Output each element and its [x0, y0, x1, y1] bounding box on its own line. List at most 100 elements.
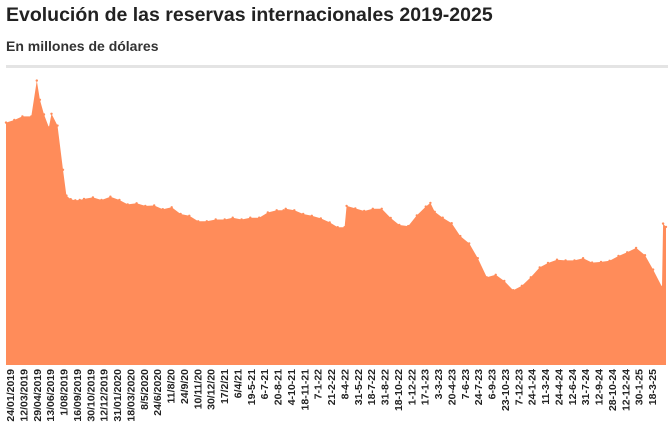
x-tick-label: 11/8/20	[166, 369, 178, 404]
data-point	[468, 242, 471, 245]
x-tick-label: 1-12-22	[406, 369, 418, 405]
x-tick-label: 29/04/2019	[32, 369, 44, 422]
data-point	[78, 198, 81, 202]
data-point	[100, 198, 103, 202]
data-point	[50, 112, 53, 115]
data-point	[573, 259, 576, 262]
data-point	[450, 222, 453, 225]
data-point	[275, 209, 278, 212]
data-point	[47, 126, 51, 129]
data-point	[429, 201, 432, 205]
x-tick-label: 7-6-23	[460, 369, 472, 400]
data-point	[512, 289, 515, 292]
data-point	[398, 223, 401, 227]
x-tick-label: 11-3-24	[540, 369, 552, 405]
chart-title: Evolución de las reservas internacionale…	[6, 4, 493, 26]
x-tick-label: 18/03/2020	[125, 369, 137, 422]
data-point	[118, 198, 121, 202]
data-point	[433, 210, 436, 213]
x-tick-label: 6-9-23	[487, 369, 499, 400]
data-point	[293, 209, 296, 212]
data-point	[258, 216, 261, 219]
x-tick-label: 12-9-24	[594, 369, 606, 405]
data-point	[415, 214, 418, 217]
x-tick-label: 16/09/2019	[72, 369, 84, 422]
data-point	[144, 204, 147, 208]
x-tick-label: 21-2-22	[326, 369, 338, 405]
x-tick-label: 7-1-22	[313, 369, 325, 400]
data-point	[135, 202, 138, 205]
x-tick-label: 1/08/2019	[59, 369, 71, 416]
data-point	[284, 207, 287, 210]
x-tick-label: 31/01/2020	[112, 369, 124, 422]
data-point	[389, 216, 392, 220]
data-point	[371, 207, 374, 210]
data-point	[564, 259, 567, 262]
x-tick-label: 20-8-21	[273, 369, 285, 405]
data-point	[343, 226, 346, 229]
x-tick-label: 31-7-24	[580, 369, 592, 405]
data-point	[617, 254, 620, 258]
x-tick-label: 18-3-25	[647, 369, 659, 405]
reserves-area-chart: 24/01/2019 12/03/2019 29/04/2019 13/06/2019…	[4, 79, 668, 422]
data-point	[424, 205, 427, 208]
data-point	[126, 203, 129, 206]
data-point	[634, 246, 638, 250]
data-point	[223, 218, 226, 221]
data-point	[599, 260, 603, 264]
x-tick-label: 19-5-21	[246, 369, 258, 405]
data-point	[345, 204, 348, 208]
data-point	[21, 115, 24, 118]
data-point	[205, 220, 208, 223]
x-tick-label: 12/03/2019	[18, 369, 30, 422]
data-point	[608, 259, 611, 262]
data-point	[555, 258, 559, 261]
data-point	[407, 224, 410, 228]
data-point	[319, 217, 322, 220]
data-point	[336, 226, 339, 229]
x-tick-label: 23-10-23	[500, 369, 512, 411]
x-tick-label: 12-12-24	[620, 369, 632, 411]
data-point	[197, 220, 200, 223]
data-point	[170, 206, 173, 209]
data-point	[581, 257, 585, 260]
data-point	[494, 273, 497, 276]
header-divider	[6, 65, 668, 68]
x-tick-label: 17-1-23	[420, 369, 432, 405]
x-tick-label: 12-6-24	[567, 369, 579, 405]
x-tick-label: 24/01/2019	[5, 369, 17, 422]
x-tick-label: 28-10-24	[607, 369, 619, 411]
x-tick-label: 18-7-22	[366, 369, 378, 405]
data-point	[651, 268, 655, 271]
data-point	[240, 218, 243, 221]
data-point	[485, 276, 488, 279]
chart-subtitle: En millones de dólares	[6, 38, 159, 54]
data-point	[660, 285, 664, 289]
data-point	[328, 221, 331, 224]
data-point	[626, 251, 629, 254]
data-point	[546, 261, 550, 265]
x-tick-label: 7-12-23	[513, 369, 525, 405]
data-point	[42, 113, 46, 116]
data-point	[363, 209, 366, 213]
data-point	[82, 197, 86, 201]
data-point	[56, 124, 59, 127]
x-tick-label: 30/12/20	[206, 369, 218, 410]
x-axis-tick-labels: 24/01/2019 12/03/2019 29/04/2019 13/06/2019…	[5, 369, 659, 422]
data-point	[35, 79, 38, 82]
data-point	[161, 208, 164, 211]
data-point	[664, 225, 668, 229]
x-tick-label: 18-10-22	[393, 369, 405, 411]
x-tick-label: 10/11/20	[192, 369, 204, 409]
x-tick-label: 8-4-22	[339, 369, 351, 400]
x-tick-label: 20-4-23	[446, 369, 458, 405]
data-point	[38, 98, 42, 101]
data-point	[74, 199, 77, 202]
data-point	[214, 218, 217, 221]
x-tick-label: 24-1-24	[527, 369, 539, 405]
x-tick-label: 24/9/20	[179, 369, 191, 404]
x-tick-label: 3-3-23	[433, 369, 445, 400]
data-point	[249, 216, 252, 219]
x-tick-label: 24/6/2020	[152, 369, 164, 416]
x-tick-label: 24-4-24	[553, 369, 565, 405]
